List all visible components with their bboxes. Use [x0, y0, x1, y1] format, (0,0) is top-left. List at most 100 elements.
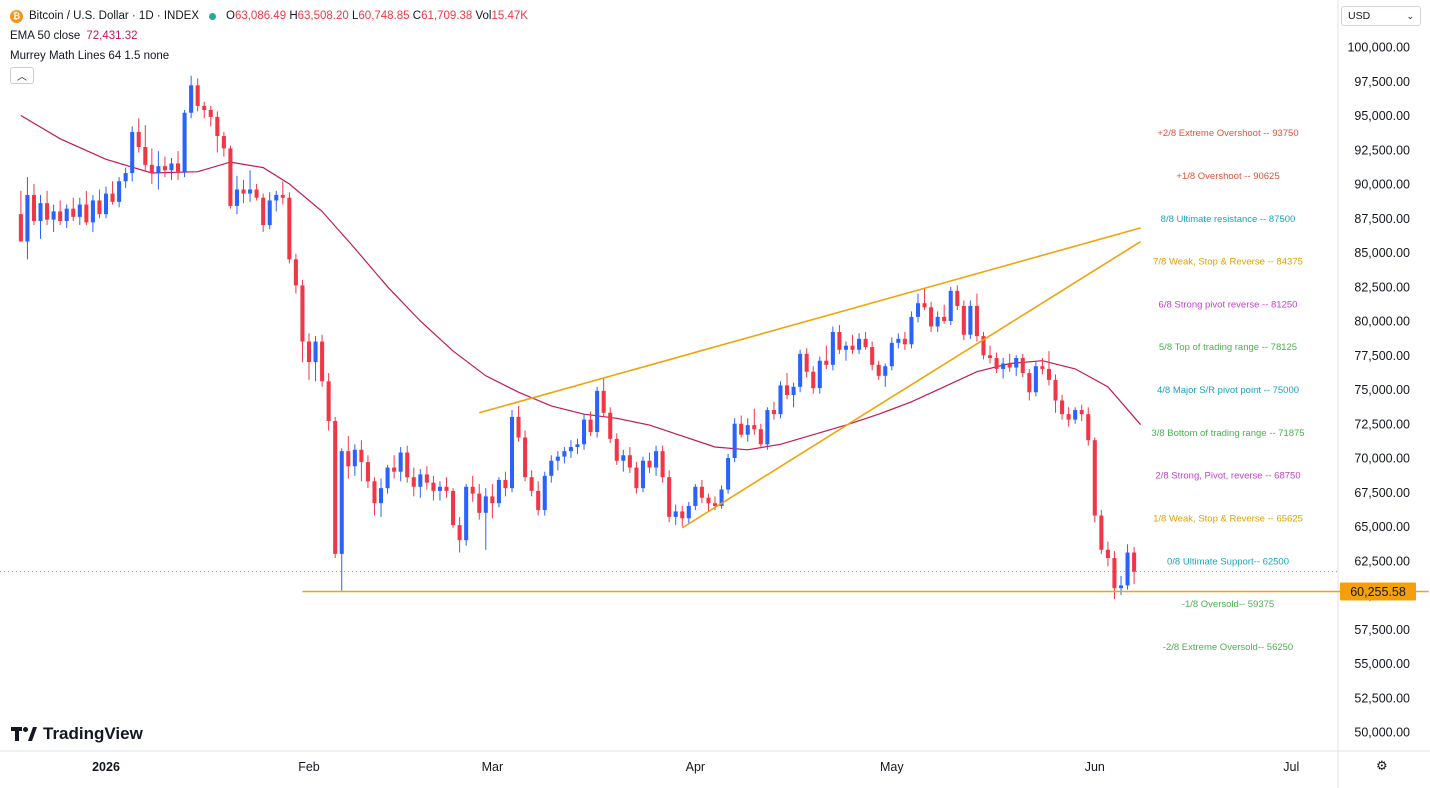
candle-body [182, 112, 187, 172]
ohlc-value-l: 60,748.85 [358, 10, 410, 22]
candle-body [568, 447, 573, 452]
chevron-up-icon: ︿ [17, 72, 27, 83]
candle-body [942, 316, 947, 321]
ohlc-key-l: L [352, 10, 359, 22]
candle-body [595, 390, 600, 432]
time-tick-label: Jul [1283, 760, 1299, 774]
candle-body [562, 451, 567, 457]
candle-body [798, 353, 803, 387]
candle-body [516, 416, 521, 438]
candle-body [293, 259, 298, 286]
candle-body [162, 166, 167, 171]
candle-body [523, 437, 528, 478]
candle-body [130, 131, 135, 174]
candle-body [660, 451, 665, 478]
candle-body [58, 211, 63, 221]
candle-body [732, 423, 737, 458]
candle-body [379, 488, 384, 504]
candle-body [84, 204, 89, 223]
candle-body [889, 342, 894, 367]
current-price-tag[interactable] [1340, 582, 1416, 601]
candle-body [1118, 585, 1124, 589]
symbol-title[interactable]: Bitcoin / U.S. Dollar · 1D · INDEX [29, 10, 199, 22]
candle-body [1033, 366, 1038, 393]
ema-layer [20, 114, 1142, 451]
candle-body [339, 451, 344, 554]
candle-body [300, 285, 305, 342]
candle-body [313, 341, 318, 363]
candle-body [254, 189, 259, 198]
candle-body [372, 481, 377, 504]
candle-body [123, 173, 128, 182]
candle-body [1105, 549, 1110, 559]
ohlc-value-h: 63,508.20 [297, 10, 349, 22]
tradingview-logo[interactable]: TradingView [11, 724, 143, 744]
candle-body [870, 347, 875, 365]
gear-icon[interactable]: ⚙ [1376, 758, 1388, 773]
collapse-legend-button[interactable]: ︿ [10, 67, 34, 84]
tradingview-logo-icon [11, 727, 37, 741]
murrey-indicator-row[interactable]: Murrey Math Lines 64 1.5 none [10, 46, 528, 66]
chart-legend: ₿ Bitcoin / U.S. Dollar · 1D · INDEX O63… [10, 6, 528, 66]
murrey-label: +1/8 Overshoot -- 90625 [1176, 171, 1279, 182]
candle-body [1092, 440, 1097, 516]
candle-body [45, 203, 50, 220]
candle-body [359, 449, 364, 463]
candle-body [850, 345, 855, 350]
trendline-1[interactable] [479, 227, 1141, 414]
candle-body [228, 148, 233, 206]
candle-body [411, 477, 416, 487]
candle-body [765, 410, 770, 445]
candle-body [1086, 414, 1091, 441]
price-tick-label: 65,000.00 [1354, 520, 1410, 534]
candle-body [575, 444, 580, 448]
candle-body [719, 489, 724, 506]
time-axis[interactable]: 2026 Feb Mar Apr May Jun Jul [92, 760, 1299, 774]
candle-body [431, 482, 436, 491]
murrey-label: 6/8 Strong pivot reverse -- 81250 [1159, 299, 1298, 310]
murrey-label: 0/8 Ultimate Support-- 62500 [1167, 556, 1289, 567]
candle-body [667, 477, 672, 517]
candle-body [876, 364, 881, 376]
candle-body [464, 486, 469, 541]
candle-body [444, 486, 449, 491]
candle-body [437, 486, 442, 491]
candle-body [31, 194, 36, 221]
ema-indicator-value: 72,431.32 [86, 30, 138, 42]
time-tick-label: 2026 [92, 760, 120, 774]
current-price-label: 60,255.58 [1350, 585, 1406, 599]
candle-body [18, 214, 23, 242]
candle-body [1046, 368, 1051, 380]
candle-body [771, 410, 776, 415]
candle-body [817, 360, 822, 389]
murrey-label: 5/8 Top of trading range -- 78125 [1159, 342, 1297, 353]
candle-body [1007, 363, 1012, 368]
price-tick-label: 92,500.00 [1354, 143, 1410, 157]
price-tick-label: 80,000.00 [1354, 315, 1410, 329]
candle-body [804, 353, 809, 372]
candle-body [922, 303, 927, 308]
candle-body [208, 110, 213, 117]
ema-50-line [20, 114, 1142, 451]
candle-body [555, 456, 560, 461]
candle-body [1125, 552, 1130, 586]
candle-body [909, 316, 914, 345]
candle-body [536, 490, 541, 511]
candle-body [1020, 357, 1025, 374]
price-axis[interactable]: 100,000.00 97,500.00 95,000.00 92,500.00 90,… [1340, 41, 1416, 740]
murrey-labels-layer: +2/8 Extreme Overshoot -- 93750 +1/8 Over… [1151, 128, 1304, 653]
candle-body [326, 381, 331, 422]
trendline-2[interactable] [681, 240, 1142, 529]
price-tick-label: 52,500.00 [1354, 691, 1410, 705]
candle-body [896, 338, 901, 343]
currency-select[interactable]: USD ⌄ [1341, 6, 1421, 26]
candle-body [365, 462, 370, 482]
candle-body [752, 425, 757, 430]
candle-body [830, 331, 835, 365]
candle-body [1040, 366, 1045, 369]
price-tick-label: 67,500.00 [1354, 486, 1410, 500]
ema-indicator-row[interactable]: EMA 50 close 72,431.32 [10, 26, 528, 46]
tradingview-logo-text: TradingView [43, 724, 143, 743]
ema-indicator-name: EMA 50 close [10, 30, 81, 42]
